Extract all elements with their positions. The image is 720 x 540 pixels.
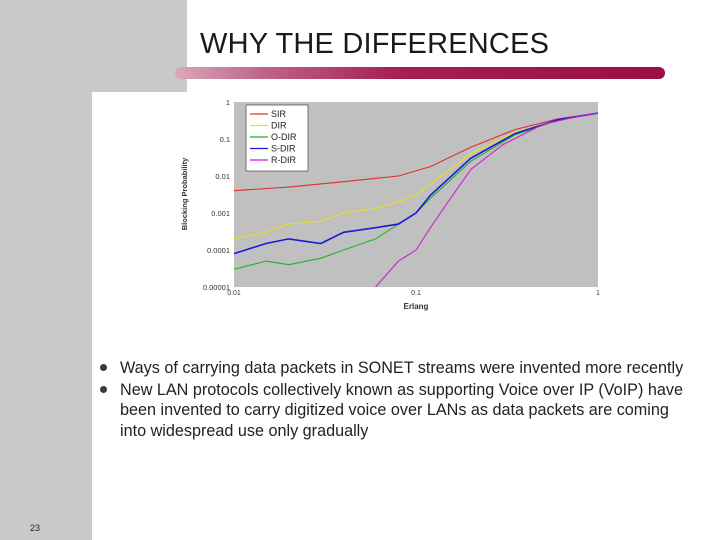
bullet-dot-icon [100,385,107,393]
x-tick-label: 1 [596,290,600,297]
series-line-r-dir [375,112,599,288]
blocking-probability-chart: 1 0.1 0.01 0.001 0.0001 0.00001 0.01 0.1 1 SIR D… [180,98,600,311]
bullet-text: New LAN protocols collectively known as … [120,380,683,440]
bullet-item: Ways of carrying data packets in SONET s… [98,358,698,379]
legend-label: O-DIR [271,132,297,142]
y-tick-label: 1 [226,98,230,107]
y-tick-label: 0.001 [211,209,230,218]
y-tick-label: 0.01 [215,172,230,181]
bullet-text: Ways of carrying data packets in SONET s… [120,359,684,377]
series-line-s-dir [233,112,599,255]
title-underline-bar [175,67,665,79]
y-axis-label: Blocking Probability [180,157,189,230]
series-line-sir [233,112,599,192]
y-tick-label: 0.1 [220,135,230,144]
x-tick-label: 0.1 [411,290,421,297]
left-sidebar-bar [0,0,92,540]
bullet-dot-icon [100,364,107,371]
x-tick-label: 0.01 [227,290,241,297]
slide-title: WHY THE DIFFERENCES [200,28,550,60]
legend-label: DIR [271,121,287,131]
sidebar-corner [92,92,122,122]
y-tick-label: 0.00001 [203,283,230,292]
bullet-list: Ways of carrying data packets in SONET s… [98,358,698,442]
x-axis-label: Erlang [404,302,429,311]
y-tick-label: 0.0001 [207,246,230,255]
legend-label: R-DIR [271,155,296,165]
bullet-item: New LAN protocols collectively known as … [98,380,698,442]
legend-label: SIR [271,109,287,119]
top-left-block [92,0,187,92]
slide-number: 23 [30,523,41,533]
series-line-dir [233,112,599,240]
legend-label: S-DIR [271,144,296,154]
